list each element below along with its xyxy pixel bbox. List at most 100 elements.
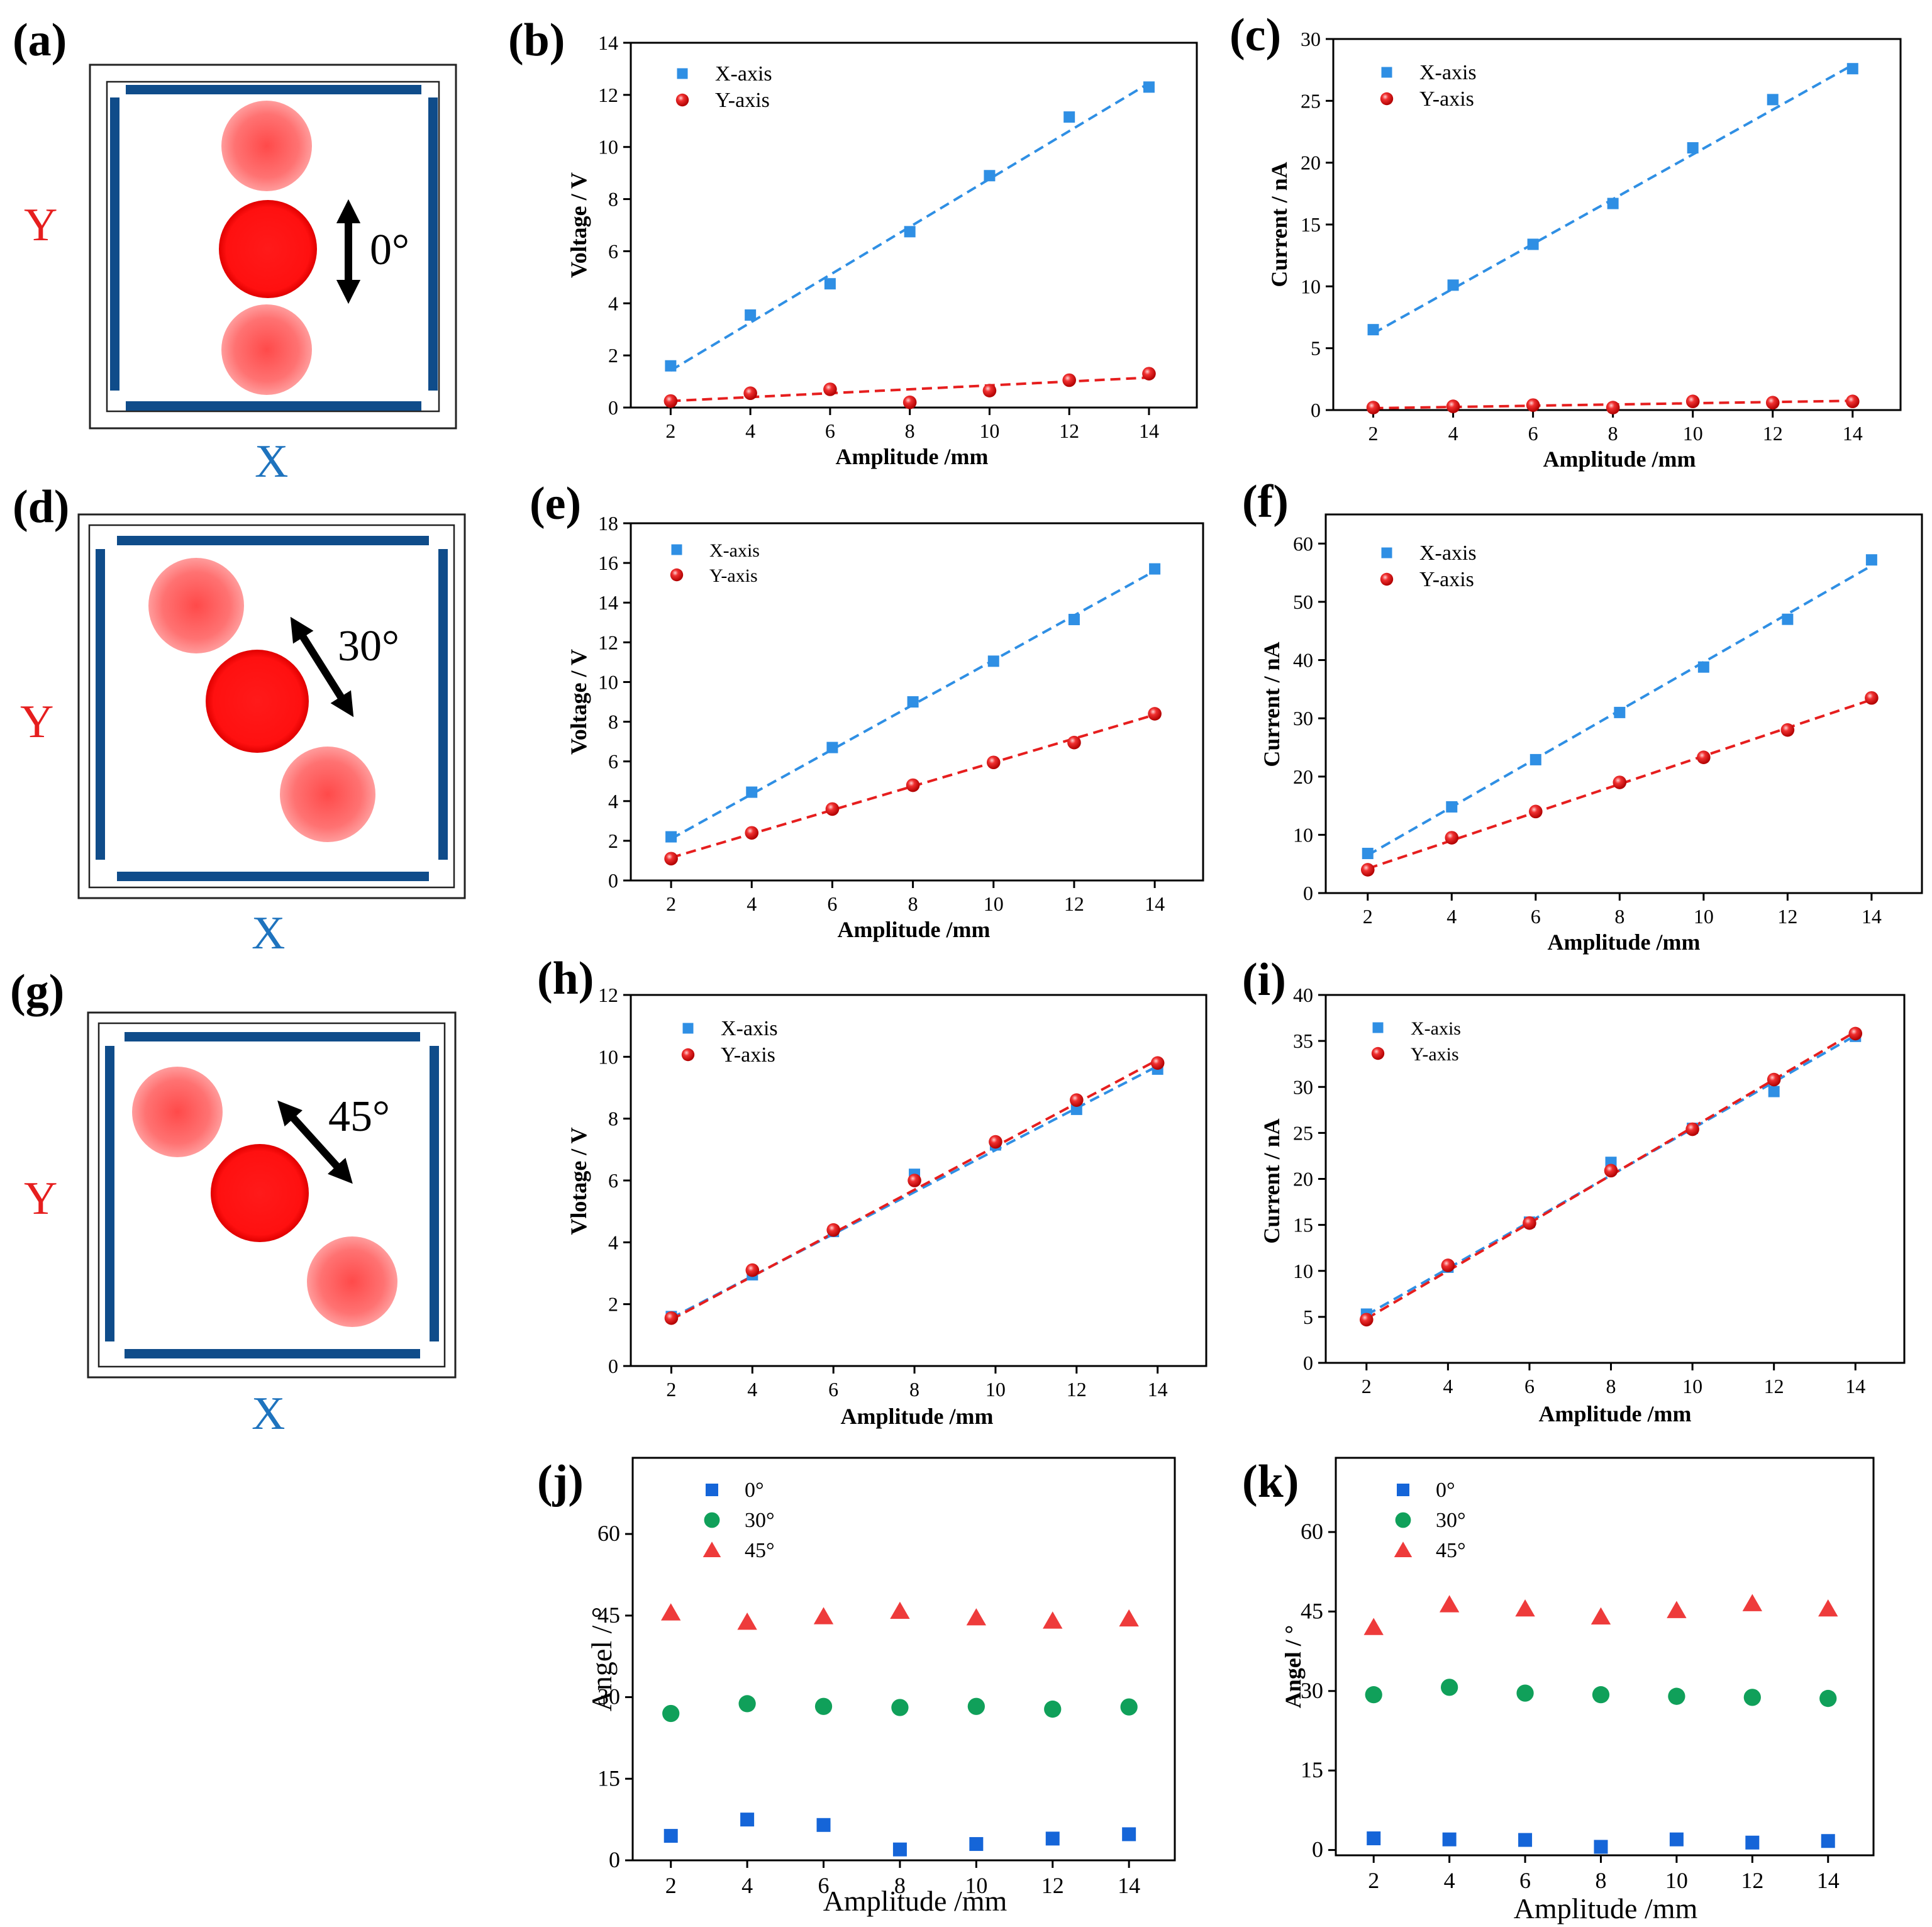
data-point bbox=[902, 395, 917, 409]
panel-label-c: (c) bbox=[1230, 9, 1281, 61]
x-tick-label: 10 bbox=[984, 892, 1004, 915]
data-point bbox=[1821, 1834, 1835, 1848]
ball-ghost-upper bbox=[148, 558, 244, 653]
y-tick-label: 0 bbox=[1312, 1837, 1323, 1862]
x-tick-label: 6 bbox=[1524, 1375, 1535, 1397]
x-tick-label: 2 bbox=[666, 1378, 676, 1401]
y-direction-label: Y bbox=[24, 199, 57, 251]
legend-label-x-axis: X-axis bbox=[709, 540, 760, 561]
x-tick-label: 6 bbox=[1519, 1868, 1531, 1893]
y-tick-label: 6 bbox=[608, 1169, 618, 1192]
data-point bbox=[1067, 735, 1081, 750]
legend-label-x-axis: X-axis bbox=[721, 1017, 778, 1040]
x-tick-label: 14 bbox=[1843, 422, 1863, 445]
x-tick-label: 8 bbox=[1595, 1868, 1606, 1893]
data-point bbox=[743, 386, 757, 401]
chart-e: (e) Amplitude /mm Voltage / V X-axis Y-a… bbox=[530, 478, 1204, 942]
y-tick-label: 10 bbox=[598, 136, 618, 158]
legend-label-45: 45° bbox=[745, 1539, 775, 1562]
data-point bbox=[740, 1813, 755, 1827]
x-tick-label: 12 bbox=[1741, 1868, 1763, 1893]
x-tick-label: 14 bbox=[1118, 1873, 1140, 1898]
legend-label-x-axis: X-axis bbox=[1419, 541, 1477, 565]
data-point bbox=[1070, 1093, 1084, 1107]
plot-frame bbox=[630, 522, 1204, 882]
data-point bbox=[825, 802, 840, 816]
data-point bbox=[1440, 1679, 1458, 1696]
legend-label-30: 30° bbox=[745, 1509, 775, 1532]
plot-frame bbox=[1324, 513, 1923, 894]
x-tick-label: 10 bbox=[1683, 422, 1703, 445]
y-tick-label: 12 bbox=[598, 984, 618, 1006]
y-tick-label: 8 bbox=[608, 188, 618, 211]
y-axis-title: Angel / ° bbox=[586, 1607, 618, 1712]
legend-marker bbox=[1380, 92, 1394, 106]
ball bbox=[206, 650, 309, 753]
data-point bbox=[826, 741, 838, 753]
data-point bbox=[664, 852, 678, 866]
x-tick-label: 14 bbox=[1817, 1868, 1840, 1893]
electrode-right bbox=[428, 97, 438, 391]
y-tick-label: 4 bbox=[608, 790, 618, 813]
x-tick-label: 4 bbox=[747, 1378, 757, 1401]
y-tick-label: 10 bbox=[1293, 823, 1313, 846]
data-point bbox=[892, 1842, 907, 1857]
ball-ghost-lower bbox=[307, 1236, 397, 1327]
data-point bbox=[663, 394, 678, 408]
data-point bbox=[906, 778, 920, 792]
legend-marker bbox=[706, 1484, 718, 1496]
x-tick-label: 12 bbox=[1764, 1375, 1784, 1397]
y-tick-label: 15 bbox=[1293, 1214, 1313, 1236]
data-point bbox=[1697, 661, 1709, 673]
data-point bbox=[1366, 401, 1380, 414]
data-point bbox=[1669, 1832, 1684, 1846]
motion-arrow-icon bbox=[277, 1100, 353, 1184]
data-point bbox=[969, 1837, 984, 1852]
chart-j: (j) Amplitude /mm Angel / ° 0° 30° 45° 2… bbox=[537, 1456, 1176, 1917]
data-point bbox=[1745, 1835, 1760, 1850]
x-tick-label: 14 bbox=[1148, 1378, 1168, 1401]
y-tick-label: 12 bbox=[598, 84, 618, 106]
data-point bbox=[1363, 1618, 1384, 1635]
data-point bbox=[1818, 1599, 1838, 1617]
y-tick-label: 20 bbox=[1301, 152, 1321, 174]
y-tick-label: 6 bbox=[608, 240, 618, 262]
x-tick-label: 12 bbox=[1059, 419, 1079, 442]
x-axis-title: Amplitude /mm bbox=[1548, 930, 1701, 955]
electrode-bottom bbox=[117, 872, 429, 881]
y-tick-label: 30 bbox=[1293, 1075, 1313, 1098]
data-point bbox=[1782, 613, 1794, 625]
data-point bbox=[1150, 1056, 1165, 1070]
x-tick-label: 8 bbox=[894, 1873, 906, 1898]
chart-h: (h) Amplitude /mm Vlotage / V X-axis Y-a… bbox=[537, 953, 1208, 1429]
data-point bbox=[1070, 1103, 1082, 1115]
chart-b: (b) Amplitude /mm Voltage / V X-axis Y-a… bbox=[508, 14, 1198, 469]
y-tick-label: 5 bbox=[1311, 337, 1321, 360]
data-point bbox=[1765, 396, 1780, 409]
x-tick-label: 14 bbox=[1145, 892, 1165, 915]
data-point bbox=[1742, 1594, 1763, 1611]
data-point bbox=[1614, 706, 1626, 718]
y-tick-label: 6 bbox=[608, 750, 618, 773]
data-point bbox=[890, 1601, 910, 1619]
chart-c: (c) Amplitude /mm Current / nA X-axis Y-… bbox=[1230, 9, 1902, 472]
x-axis-title: Amplitude /mm bbox=[823, 1885, 1008, 1917]
electrode-top bbox=[126, 85, 421, 94]
data-point bbox=[1362, 848, 1374, 860]
x-tick-label: 8 bbox=[905, 419, 915, 442]
data-point bbox=[1518, 1833, 1533, 1847]
legend-marker bbox=[1397, 1484, 1409, 1496]
data-point bbox=[1594, 1840, 1608, 1854]
data-point bbox=[813, 1607, 834, 1624]
legend-marker bbox=[671, 544, 682, 555]
plot-frame bbox=[1335, 1457, 1875, 1857]
y-tick-label: 60 bbox=[597, 1521, 620, 1546]
x-tick-label: 2 bbox=[1362, 1375, 1372, 1397]
legend-label-y-axis: Y-axis bbox=[709, 565, 758, 586]
y-tick-label: 10 bbox=[1301, 275, 1321, 297]
x-tick-label: 12 bbox=[1041, 1873, 1064, 1898]
y-tick-label: 2 bbox=[608, 830, 618, 852]
y-direction-label: Y bbox=[20, 696, 53, 748]
data-point bbox=[1848, 1026, 1863, 1041]
x-tick-label: 6 bbox=[825, 419, 835, 442]
